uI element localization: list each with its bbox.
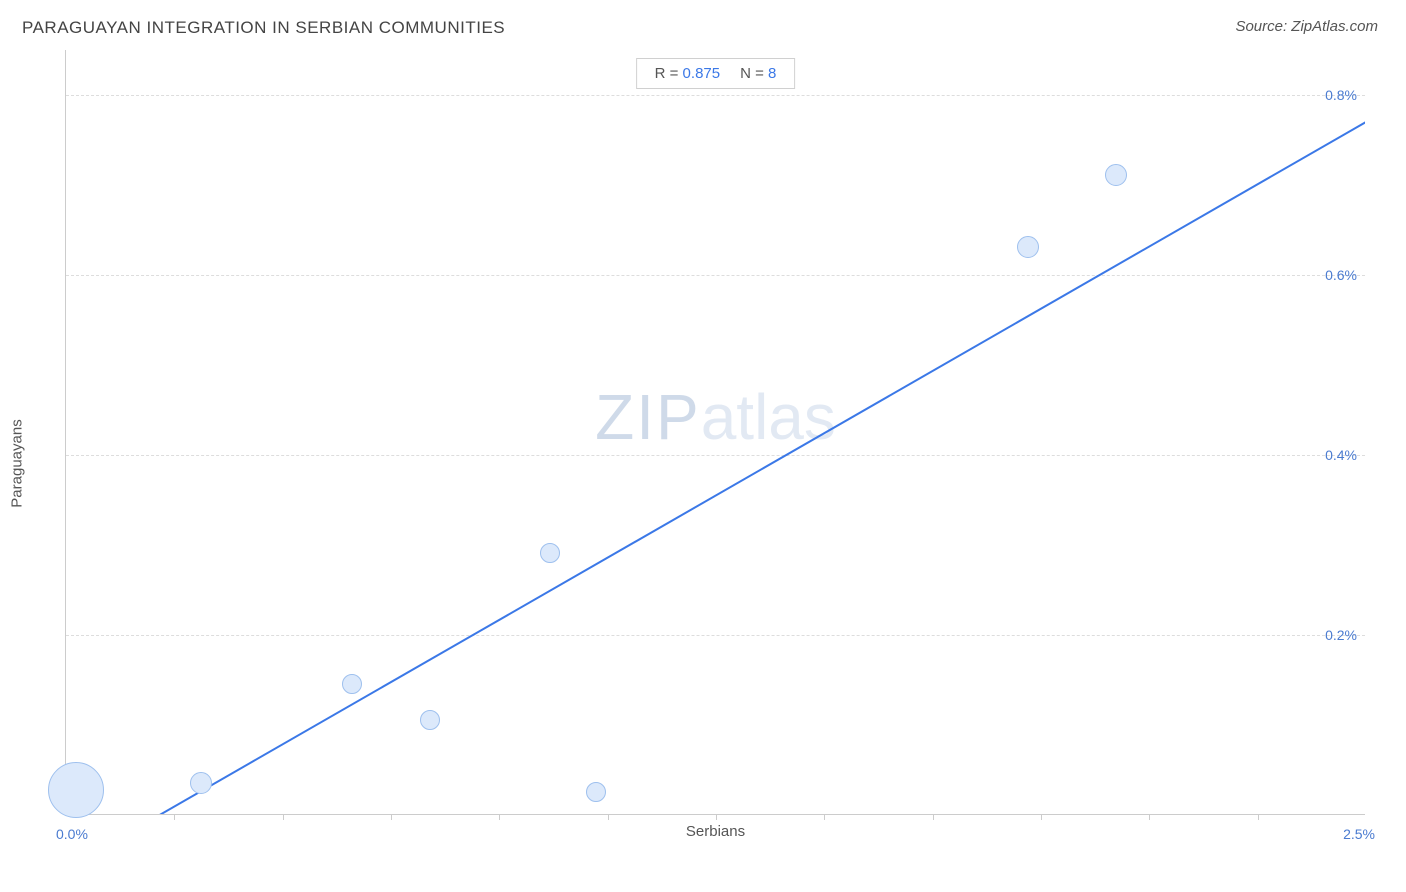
grid-line — [66, 95, 1365, 96]
data-bubble — [1017, 236, 1039, 258]
grid-line — [66, 455, 1365, 456]
grid-line — [66, 275, 1365, 276]
x-tick — [824, 814, 825, 820]
source-label: Source: ZipAtlas.com — [1235, 18, 1378, 35]
data-bubble — [420, 710, 440, 730]
n-value: 8 — [768, 65, 776, 82]
x-tick — [933, 814, 934, 820]
y-tick-label: 0.2% — [1325, 627, 1357, 643]
data-bubble — [586, 782, 606, 802]
watermark-part1: ZIP — [595, 381, 701, 453]
x-tick — [716, 814, 717, 820]
y-tick-label: 0.4% — [1325, 447, 1357, 463]
x-axis-label: Serbians — [686, 823, 745, 840]
plot-area: ZIPatlas 0.2% 0.4% 0.6% 0.8% R = 0.875 N = … — [65, 50, 1365, 815]
n-label: N = — [740, 65, 768, 82]
n-stat: N = 8 — [740, 65, 776, 82]
x-tick — [499, 814, 500, 820]
r-stat: R = 0.875 — [655, 65, 720, 82]
x-tick — [608, 814, 609, 820]
data-bubble — [190, 772, 212, 794]
x-tick — [283, 814, 284, 820]
chart-title: PARAGUAYAN INTEGRATION IN SERBIAN COMMUN… — [22, 18, 505, 38]
x-tick — [1149, 814, 1150, 820]
data-bubble — [540, 543, 560, 563]
data-bubble — [48, 762, 104, 818]
y-axis-label: Paraguayans — [9, 419, 26, 507]
y-tick-label: 0.8% — [1325, 87, 1357, 103]
x-tick — [1041, 814, 1042, 820]
r-label: R = — [655, 65, 683, 82]
x-max-label: 2.5% — [1343, 826, 1375, 842]
trend-line — [66, 50, 1365, 814]
chart-container: Paraguayans ZIPatlas 0.2%0.4%0.6%0.8% R … — [45, 50, 1385, 860]
data-bubble — [1105, 164, 1127, 186]
r-value: 0.875 — [683, 65, 721, 82]
watermark: ZIPatlas — [595, 380, 836, 454]
x-tick — [391, 814, 392, 820]
y-tick-label: 0.6% — [1325, 267, 1357, 283]
data-bubble — [342, 674, 362, 694]
x-min-label: 0.0% — [56, 826, 88, 842]
x-tick — [1258, 814, 1259, 820]
x-tick — [174, 814, 175, 820]
stats-box: R = 0.875 N = 8 — [636, 58, 796, 89]
watermark-part2: atlas — [701, 381, 836, 453]
grid-line — [66, 635, 1365, 636]
